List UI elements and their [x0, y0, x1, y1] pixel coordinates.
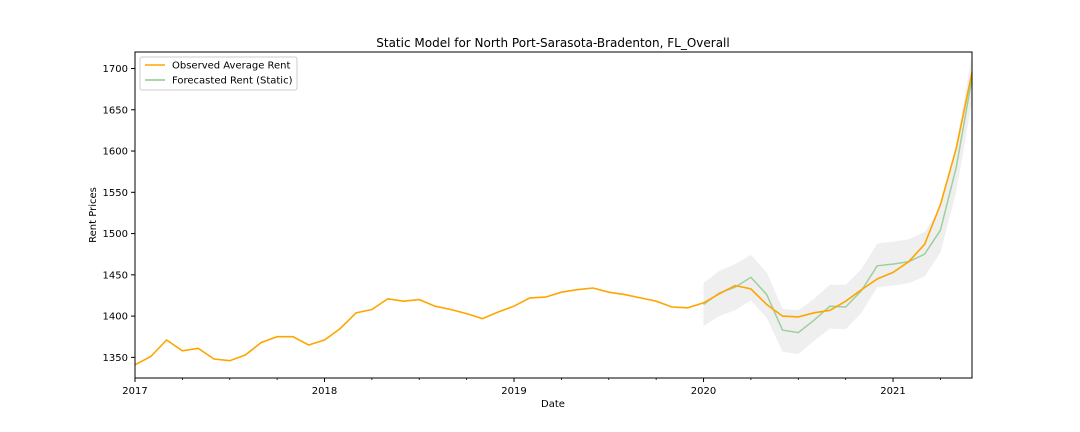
y-tick-label: 1700 [103, 64, 128, 75]
confidence-band [703, 55, 972, 355]
x-tick-label: 2019 [501, 386, 526, 397]
y-tick-label: 1650 [103, 105, 128, 116]
legend-box [139, 56, 298, 91]
y-tick-label: 1550 [103, 188, 128, 199]
y-tick-label: 1450 [103, 270, 128, 281]
x-tick-label: 2021 [880, 386, 905, 397]
y-axis-label: Rent Prices [88, 187, 99, 243]
legend-entry: Observed Average Rent [172, 61, 291, 72]
series-lines [134, 72, 973, 366]
y-tick-label: 1600 [103, 147, 128, 158]
y-tick-label: 1400 [103, 312, 128, 323]
chart-title: Static Model for North Port-Sarasota-Bra… [376, 36, 729, 50]
x-axis: 2017 2018 2019 2020 2021 [122, 378, 941, 397]
x-axis-label: Date [541, 399, 565, 410]
x-tick-label: 2017 [122, 386, 147, 397]
legend: Observed Average Rent Forecasted Rent (St… [139, 56, 298, 91]
y-axis: 1350 1400 1450 1500 1550 1600 1650 1700 [103, 64, 135, 364]
legend-entry: Forecasted Rent (Static) [172, 76, 293, 87]
y-tick-label: 1500 [103, 229, 128, 240]
y-tick-label: 1350 [103, 353, 128, 364]
confidence-band-area [703, 55, 972, 355]
x-tick-label: 2018 [312, 386, 337, 397]
x-tick-label: 2020 [691, 386, 716, 397]
series-line-observed [134, 72, 973, 366]
plot-area [134, 51, 973, 379]
